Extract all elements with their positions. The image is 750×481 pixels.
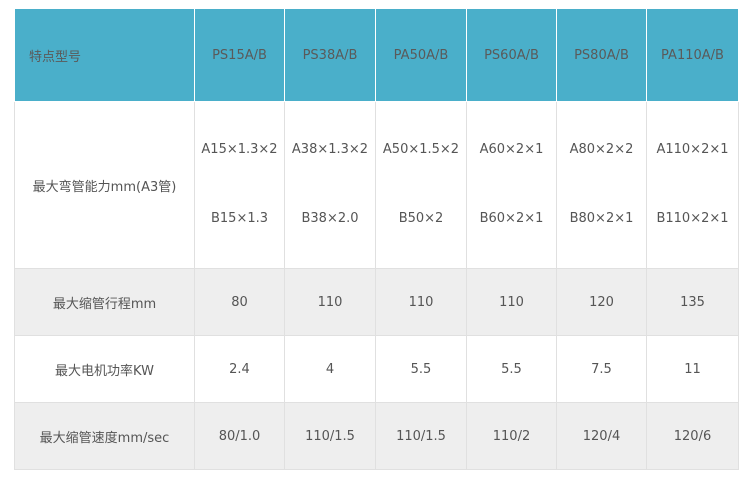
header-model: PS38A/B — [284, 8, 376, 102]
header-model: PA50A/B — [375, 8, 467, 102]
cell-a: A38×1.3×2 — [291, 142, 369, 157]
row-label: 最大缩管速度mm/sec — [14, 402, 195, 470]
table-cell: 80 — [194, 268, 285, 336]
cell-b: B50×2 — [398, 211, 444, 226]
table-cell: 2.4 — [194, 335, 285, 403]
table-cell: 120 — [556, 268, 647, 336]
row-label: 最大电机功率KW — [14, 335, 195, 403]
table-cell: 110/2 — [466, 402, 557, 470]
table-row: 最大缩管速度mm/sec 80/1.0 110/1.5 110/1.5 110/… — [14, 402, 739, 470]
header-model: PA110A/B — [646, 8, 739, 102]
table-cell: 120/6 — [646, 402, 739, 470]
cell-a: A80×2×2 — [569, 142, 634, 157]
table-cell: 110 — [375, 268, 467, 336]
table-cell: 7.5 — [556, 335, 647, 403]
table-cell: 110/1.5 — [284, 402, 376, 470]
table-cell: 120/4 — [556, 402, 647, 470]
table-cell: A60×2×1 B60×2×1 — [466, 101, 557, 269]
table-cell: A50×1.5×2 B50×2 — [375, 101, 467, 269]
table-row: 最大弯管能力mm(A3管) A15×1.3×2 B15×1.3 A38×1.3×2… — [14, 101, 739, 269]
table-cell: 4 — [284, 335, 376, 403]
cell-a: A60×2×1 — [479, 142, 544, 157]
header-row: 特点型号 PS15A/B PS38A/B PA50A/B PS60A/B PS8… — [14, 8, 739, 102]
cell-b: B60×2×1 — [479, 211, 544, 226]
cell-a: A15×1.3×2 — [201, 142, 278, 157]
cell-b: B80×2×1 — [569, 211, 634, 226]
table-cell: 11 — [646, 335, 739, 403]
cell-b: B110×2×1 — [656, 211, 729, 226]
row-label: 最大弯管能力mm(A3管) — [14, 101, 195, 269]
cell-b: B15×1.3 — [210, 211, 269, 226]
cell-a: A110×2×1 — [656, 142, 729, 157]
table-cell: 110 — [466, 268, 557, 336]
table-cell: 80/1.0 — [194, 402, 285, 470]
cell-b: B38×2.0 — [301, 211, 359, 226]
table-row: 最大电机功率KW 2.4 4 5.5 5.5 7.5 11 — [14, 335, 739, 403]
table-row: 最大缩管行程mm 80 110 110 110 120 135 — [14, 268, 739, 336]
header-model: PS60A/B — [466, 8, 557, 102]
cell-a: A50×1.5×2 — [382, 142, 460, 157]
header-model: PS15A/B — [194, 8, 285, 102]
table-cell: A15×1.3×2 B15×1.3 — [194, 101, 285, 269]
table-cell: 5.5 — [375, 335, 467, 403]
row-label: 最大缩管行程mm — [14, 268, 195, 336]
table-cell: A110×2×1 B110×2×1 — [646, 101, 739, 269]
table-cell: 5.5 — [466, 335, 557, 403]
table-cell: A38×1.3×2 B38×2.0 — [284, 101, 376, 269]
table-cell: 110 — [284, 268, 376, 336]
header-label: 特点型号 — [14, 8, 195, 102]
table-cell: 135 — [646, 268, 739, 336]
spec-table: 特点型号 PS15A/B PS38A/B PA50A/B PS60A/B PS8… — [14, 8, 739, 470]
table-cell: A80×2×2 B80×2×1 — [556, 101, 647, 269]
table-cell: 110/1.5 — [375, 402, 467, 470]
header-model: PS80A/B — [556, 8, 647, 102]
